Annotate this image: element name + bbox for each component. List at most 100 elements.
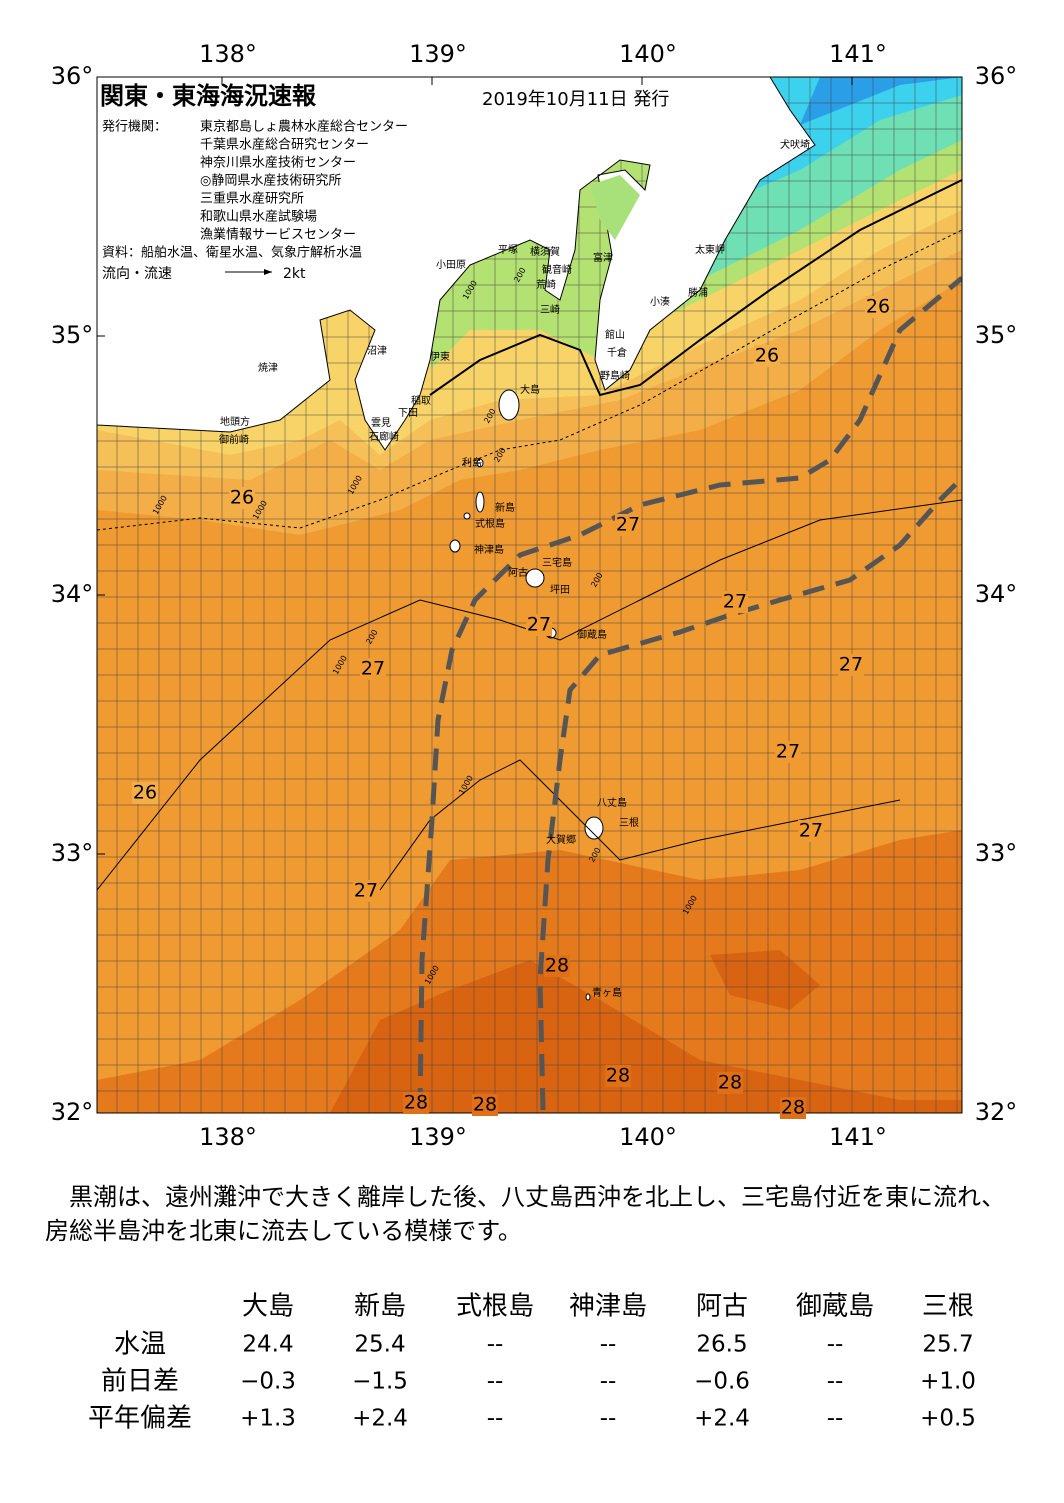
row-header: 前日差 [101,1367,179,1397]
isotherm-label: 28 [781,1097,805,1119]
place-label: 新島 [495,501,515,514]
lon-label: 139° [409,40,467,68]
place-label: 三根 [619,816,639,829]
isotherm-label: 27 [354,880,378,902]
issuer: ◎静岡県水産技術研究所 [200,173,341,189]
row-header: 平年偏差 [88,1404,192,1434]
cell: −0.3 [240,1369,296,1395]
place-label: 沼津 [367,344,387,357]
column-header: 御蔵島 [796,1292,874,1322]
place-label: 富津 [593,251,613,264]
isotherm-label: 26 [866,296,890,318]
cell: +1.3 [240,1406,296,1432]
place-label: 式根島 [475,517,505,530]
isotherm-label-bg [775,741,801,763]
place-label: 稲取 [411,395,431,407]
legend-label: 流向・流速 [102,266,172,282]
legend-arrowhead [264,269,272,275]
place-label: 野島崎 [600,369,630,382]
lon-label: 140° [619,40,677,68]
isotherm-label: 27 [799,820,823,842]
cell: −0.6 [694,1369,750,1395]
column-header: 神津島 [569,1292,647,1322]
isotherm-label: 28 [545,955,569,977]
isotherm-label-bg [526,614,552,636]
place-label: 荒崎 [536,278,556,291]
cell: -- [827,1332,844,1358]
isotherm-label: 28 [404,1092,428,1114]
issuer-label: 発行機関： [102,120,167,135]
cell: 24.4 [242,1332,293,1358]
isotherm-label-bg [754,345,780,367]
place-label: 勝浦 [688,286,708,299]
row-header: 水温 [114,1330,166,1360]
place-label: 八丈島 [597,796,627,809]
lat-label: 34° [975,580,1018,608]
cell: +1.0 [920,1369,976,1395]
cell: -- [600,1369,617,1395]
issuer: 三重県水産研究所 [200,191,304,207]
place-label: 御前崎 [219,433,249,446]
isotherm-label-bg [865,296,891,318]
place-label: 観音崎 [542,263,572,276]
cell: 25.7 [922,1332,973,1358]
isotherm-label: 27 [616,514,640,536]
summary: 黒潮は、遠州灘沖で大きく離岸した後、八丈島西沖を北上し、三宅島付近を東に流れ、房… [45,1183,1006,1245]
isotherm-label-bg [360,658,386,680]
lat-label: 36° [51,62,94,90]
place-label: 焼津 [258,362,278,374]
issuer: 和歌山県水産試験場 [200,209,317,225]
lat-label: 35° [975,321,1018,349]
cell: 26.5 [696,1332,747,1358]
isotherm-label-bg [615,514,641,536]
column-header: 阿古 [696,1292,748,1322]
isotherm-label-bg [132,782,158,804]
cell: -- [600,1406,617,1432]
lon-label: 140° [619,1123,677,1151]
place-label: 地頭方 [220,415,250,428]
lon-label: 139° [409,1123,467,1151]
isotherm-label: 28 [473,1094,497,1116]
place-label: 館山 [605,328,625,341]
sources: 資料：船舶水温、衛星水温、気象庁解析水温 [102,245,362,261]
place-label: 御蔵島 [577,628,607,641]
place-label: 雲見 [371,417,391,429]
place-label: 利島 [462,456,482,469]
lon-label: 138° [199,40,257,68]
issuer: 神奈川県水産技術センター [200,155,356,171]
lat-label: 35° [51,321,94,349]
legend-speed: 2kt [283,266,306,282]
lat-label: 34° [51,580,94,608]
isotherm-label-bg [403,1092,429,1114]
column-header: 大島 [242,1292,294,1322]
isotherm-label-bg [605,1065,631,1087]
lat-label: 32° [51,1098,94,1126]
issuer: 東京都島しょ農林水産総合センター [200,119,408,135]
cell: −1.5 [352,1369,408,1395]
issuer: 漁業情報サービスセンター [200,227,356,243]
place-label: 平塚 [498,244,518,256]
place-label: 阿古 [508,566,528,579]
isotherm-label-bg [229,487,255,509]
column-header: 新島 [354,1292,406,1322]
isotherm-label: 27 [723,591,747,613]
lon-label: 141° [829,1123,887,1151]
date: 2019年10月11日 発行 [482,89,669,110]
place-label: 犬吠埼 [780,138,810,151]
cell: 25.4 [354,1332,405,1358]
place-label: 三崎 [540,303,560,316]
sea [97,77,962,1113]
place-label: 伊東 [430,350,450,363]
column-header: 式根島 [456,1292,534,1322]
isotherm-label-bg [838,654,864,676]
cell: -- [487,1406,504,1432]
place-label: 小田原 [436,259,466,271]
isotherm-label-bg [780,1097,806,1119]
isotherm-label-bg [722,591,748,613]
isotherm-label: 26 [133,782,157,804]
cell: -- [827,1406,844,1432]
isotherm-label: 28 [718,1072,742,1094]
lat-label: 32° [975,1098,1018,1126]
place-label: 坪田 [550,583,570,596]
